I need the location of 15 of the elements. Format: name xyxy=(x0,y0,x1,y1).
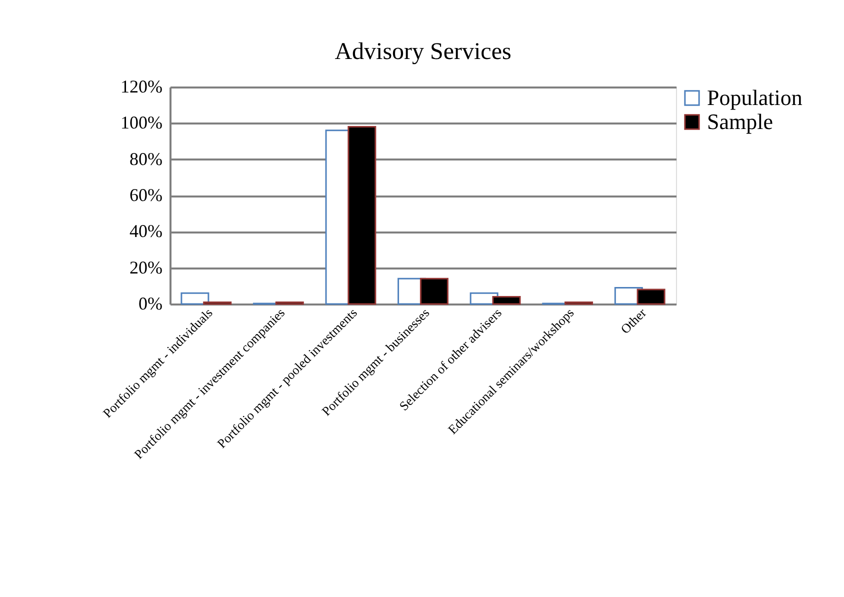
y-tick-label: 60% xyxy=(130,185,162,205)
y-tick-label: 120% xyxy=(120,76,162,96)
y-tick-label: 0% xyxy=(138,294,162,314)
legend-label: Population xyxy=(707,85,802,110)
y-tick-label: 20% xyxy=(130,257,162,278)
bar xyxy=(636,288,666,305)
bar xyxy=(492,296,521,305)
y-tick-label: 80% xyxy=(130,148,162,169)
bar xyxy=(348,126,376,305)
bar xyxy=(420,278,448,305)
chart-title: Advisory Services xyxy=(334,39,512,65)
bar xyxy=(180,292,210,305)
y-tick-label: 100% xyxy=(120,112,162,133)
legend-label: Sample xyxy=(707,109,773,134)
y-tick-label: 40% xyxy=(130,221,162,242)
